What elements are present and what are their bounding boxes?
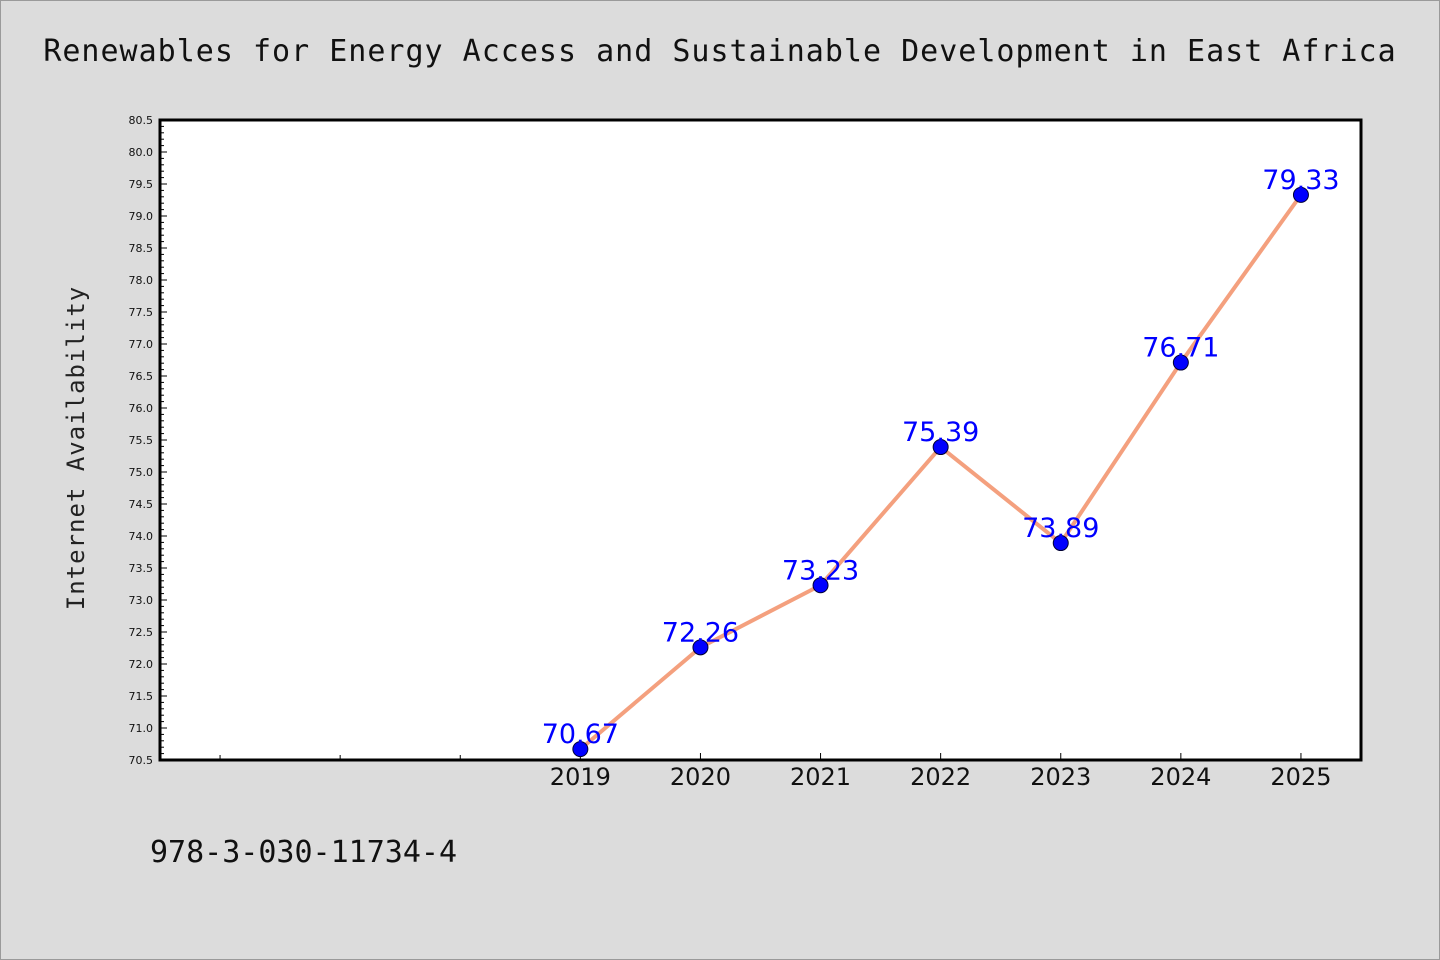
- x-tick-label: 2019: [550, 763, 611, 791]
- y-tick-label: 79.5: [129, 178, 154, 191]
- data-label: 76.71: [1142, 333, 1219, 364]
- y-tick-label: 76.5: [129, 370, 154, 383]
- x-tick-label: 2020: [670, 763, 731, 791]
- data-point: [812, 577, 829, 594]
- y-tick-label: 80.0: [129, 146, 154, 159]
- y-tick-label: 77.0: [129, 338, 154, 351]
- y-tick-label: 72.5: [129, 626, 154, 639]
- data-point: [692, 639, 709, 656]
- isbn-code: 978-3-030-11734-4: [150, 835, 458, 870]
- data-point: [932, 439, 949, 456]
- y-tick-label: 76.0: [129, 402, 154, 415]
- x-tick-label: 2021: [790, 763, 851, 791]
- data-point: [1172, 354, 1189, 371]
- y-tick-label: 79.0: [129, 210, 154, 223]
- x-tick-label: 2022: [910, 763, 971, 791]
- data-label: 70.67: [542, 719, 619, 750]
- y-tick-label: 74.5: [129, 498, 154, 511]
- data-label: 72.26: [662, 617, 739, 648]
- y-tick-label: 77.5: [129, 306, 154, 319]
- data-label: 73.89: [1022, 513, 1099, 544]
- chart-title: Renewables for Energy Access and Sustain…: [43, 34, 1397, 69]
- y-tick-label: 71.0: [129, 722, 154, 735]
- data-labels: 70.67 72.26 73.23 75.39 73.89 76.71 79.33: [542, 165, 1340, 750]
- data-label: 79.33: [1262, 165, 1339, 196]
- x-tick-label: 2023: [1030, 763, 1091, 791]
- y-tick-label: 73.5: [129, 562, 154, 575]
- data-point: [1292, 186, 1309, 203]
- plot-area: [160, 120, 1361, 760]
- data-label: 73.23: [782, 555, 859, 586]
- y-tick-label: 71.5: [129, 690, 154, 703]
- plot-border: [158, 118, 1363, 762]
- x-tick-label: 2024: [1150, 763, 1211, 791]
- y-tick-label: 80.5: [129, 114, 154, 127]
- data-point: [1052, 535, 1069, 552]
- y-tick-label: 73.0: [129, 594, 154, 607]
- y-tick-label: 75.5: [129, 434, 154, 447]
- data-label: 75.39: [902, 417, 979, 448]
- y-tick-label: 74.0: [129, 530, 154, 543]
- axis-ticks: 70.5 71.0 71.5 72.0 72.5 73.0 73.5 74.0 74.5 75.0…: [129, 114, 1332, 791]
- data-point: [572, 741, 589, 758]
- y-tick-label: 78.0: [129, 274, 154, 287]
- x-tick-label: 2025: [1270, 763, 1331, 791]
- y-tick-label: 75.0: [129, 466, 154, 479]
- data-points: [572, 186, 1309, 758]
- y-tick-label: 78.5: [129, 242, 154, 255]
- y-tick-label: 70.5: [129, 754, 154, 767]
- y-tick-label: 72.0: [129, 658, 154, 671]
